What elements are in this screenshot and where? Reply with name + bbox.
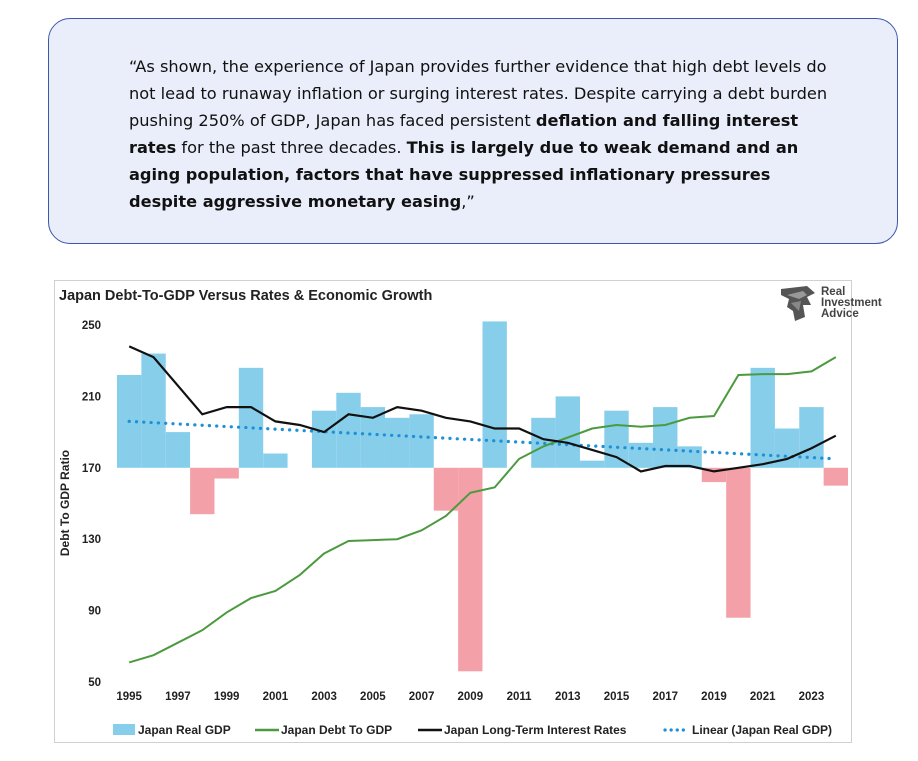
left-tick-130: 130	[82, 534, 101, 546]
quote-part-2: for the past three decades.	[176, 138, 407, 157]
gdp-bar-2001	[263, 453, 288, 468]
gdp-bar-2014	[579, 460, 605, 468]
chart-title: Japan Debt-To-GDP Versus Rates & Economi…	[59, 288, 433, 304]
x-tick-2013: 2013	[555, 691, 581, 703]
x-tick-1997: 1997	[165, 691, 191, 703]
gdp-bar-2017	[653, 407, 678, 468]
chart-svg: 5090130170210250-6-4-2024199519971999200…	[58, 320, 848, 737]
x-tick-2015: 2015	[604, 691, 630, 703]
brand-line-2: Investment	[821, 297, 882, 309]
gdp-bar-2021	[750, 367, 775, 468]
gdp-bar-2007	[409, 414, 434, 468]
x-tick-1999: 1999	[214, 691, 240, 703]
x-tick-2017: 2017	[652, 691, 678, 703]
left-tick-210: 210	[82, 391, 101, 403]
x-tick-2009: 2009	[458, 691, 484, 703]
left-tick-250: 250	[82, 320, 101, 332]
gdp-bar-2013	[555, 396, 580, 468]
gdp-bar-1997	[165, 432, 191, 468]
x-tick-1995: 1995	[116, 691, 142, 703]
gdp-bar-2008	[433, 467, 459, 511]
legend-gdp-swatch	[113, 724, 135, 735]
brand-line-3: Advice	[821, 308, 859, 320]
rates-line	[128, 345, 837, 473]
gdp-bar-2015	[604, 410, 629, 468]
gdp-bar-2006	[385, 417, 410, 468]
brand-logo: Real Investment Advice	[777, 283, 882, 325]
debt-line	[128, 356, 837, 664]
gdp-bar-2004	[336, 392, 361, 468]
gdp-bar-2024	[823, 467, 848, 486]
chart-frame: 5090130170210250-6-4-2024199519971999200…	[54, 280, 882, 743]
gdp-bar-2022	[774, 428, 800, 468]
left-tick-90: 90	[88, 606, 101, 618]
brand-line-1: Real	[821, 286, 846, 298]
quote-bold-2: This is largely due to weak demand and a…	[129, 138, 799, 211]
left-tick-50: 50	[88, 677, 101, 689]
gdp-bar-1999	[214, 467, 239, 479]
x-tick-2021: 2021	[750, 691, 776, 703]
gdp-bar-2000	[238, 367, 264, 468]
quote-part-3: ,”	[461, 192, 475, 211]
legend-trend-label: Linear (Japan Real GDP)	[692, 723, 832, 737]
gdp-bar-1996	[141, 353, 166, 468]
quote-bold-1: deflation and falling interest rates	[129, 111, 799, 157]
x-tick-2007: 2007	[409, 691, 435, 703]
x-tick-2001: 2001	[263, 691, 289, 703]
gdp-bar-2020	[726, 467, 751, 618]
legend-rates-label: Japan Long-Term Interest Rates	[444, 723, 627, 737]
quote-part-1: “As shown, the experience of Japan provi…	[129, 57, 828, 130]
left-axis-title: Debt To GDP Ratio	[58, 450, 72, 556]
gdp-bar-2010	[482, 321, 507, 468]
legend-debt-label: Japan Debt To GDP	[281, 723, 392, 737]
gdp-bar-1998	[190, 467, 215, 515]
gdp-bar-2003	[311, 410, 337, 468]
eagle-icon	[781, 286, 815, 321]
brand-text: Real Investment Advice	[821, 286, 882, 320]
legend-gdp-label: Japan Real GDP	[138, 723, 231, 737]
quote-text: “As shown, the experience of Japan provi…	[129, 53, 829, 215]
gdp-bar-2023	[799, 407, 824, 468]
trend-line	[127, 419, 838, 461]
x-tick-2005: 2005	[360, 691, 386, 703]
quote-box: “As shown, the experience of Japan provi…	[48, 18, 898, 244]
x-tick-2011: 2011	[507, 691, 533, 703]
gdp-bar-2009	[458, 467, 483, 672]
x-tick-2023: 2023	[799, 691, 825, 703]
x-tick-2019: 2019	[701, 691, 727, 703]
left-tick-170: 170	[82, 463, 101, 475]
x-tick-2003: 2003	[311, 691, 337, 703]
gdp-bar-2018	[677, 446, 702, 468]
